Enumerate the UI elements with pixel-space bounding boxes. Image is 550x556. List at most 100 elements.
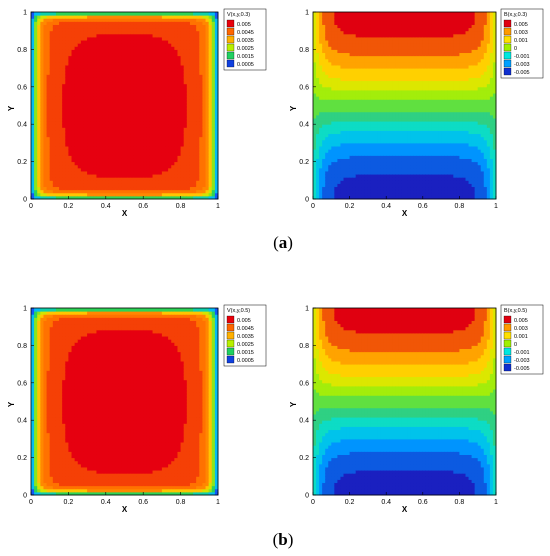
contour-cell <box>52 36 57 41</box>
contour-cell <box>325 133 329 138</box>
contour-cell <box>46 177 51 181</box>
contour-cell <box>124 114 129 119</box>
contour-cell <box>149 130 154 135</box>
contour-cell <box>349 117 354 122</box>
contour-cell <box>161 30 166 35</box>
contour-cell <box>87 21 91 25</box>
contour-cell <box>331 77 335 82</box>
contour-cell <box>214 21 219 25</box>
contour-cell <box>93 111 97 116</box>
contour-cell <box>211 195 216 200</box>
contour-cell <box>349 183 354 188</box>
contour-cell <box>343 186 348 191</box>
contour-cell <box>361 71 366 75</box>
contour-cell <box>46 155 51 159</box>
contour-cell <box>127 33 132 38</box>
contour-cell <box>183 36 188 41</box>
contour-cell <box>158 30 163 35</box>
contour-cell <box>186 74 191 78</box>
contour-cell <box>136 46 141 50</box>
contour-cell <box>340 139 344 144</box>
contour-cell <box>334 33 338 38</box>
contour-cell <box>374 108 378 113</box>
contour-cell <box>43 167 48 172</box>
contour-cell <box>143 21 147 25</box>
contour-cell <box>377 136 381 141</box>
contour-cell <box>180 30 185 35</box>
contour-cell <box>334 174 338 178</box>
contour-cell <box>74 74 79 78</box>
contour-cell <box>108 58 113 63</box>
contour-cell <box>202 27 207 32</box>
contour-cell <box>77 68 82 72</box>
contour-cell <box>196 192 200 197</box>
contour-cell <box>355 86 360 91</box>
contour-cell <box>343 195 348 200</box>
contour-cell <box>205 133 210 138</box>
contour-cell <box>370 142 375 147</box>
contour-cell <box>358 183 363 188</box>
contour-cell <box>158 80 163 85</box>
contour-cell <box>46 117 51 122</box>
contour-cell <box>346 130 351 135</box>
contour-cell <box>183 86 188 91</box>
contour-cell <box>377 30 381 35</box>
contour-cell <box>208 40 213 44</box>
contour-cell <box>352 77 357 82</box>
contour-cell <box>143 146 147 150</box>
contour-cell <box>52 174 57 178</box>
contour-cell <box>349 164 354 169</box>
contour-cell <box>77 12 82 16</box>
contour-cell <box>71 64 76 69</box>
contour-cell <box>316 24 320 29</box>
contour-cell <box>118 164 122 169</box>
contour-cell <box>205 152 210 156</box>
contour-cell <box>337 139 341 144</box>
contour-cell <box>346 111 351 116</box>
contour-cell <box>374 149 378 153</box>
contour-cell <box>34 99 38 103</box>
contour-cell <box>202 167 207 172</box>
contour-cell <box>168 111 172 116</box>
contour-cell <box>46 130 51 135</box>
contour-cell <box>202 170 207 175</box>
contour-cell <box>112 114 116 119</box>
contour-cell <box>364 146 369 150</box>
contour-cell <box>340 18 344 22</box>
contour-cell <box>183 27 188 32</box>
contour-cell <box>174 146 178 150</box>
contour-cell <box>180 102 185 106</box>
contour-cell <box>99 161 104 166</box>
contour-cell <box>96 58 101 63</box>
contour-cell <box>115 136 119 141</box>
contour-cell <box>358 139 363 144</box>
contour-cell <box>155 49 160 54</box>
contour-cell <box>130 99 135 103</box>
contour-cell <box>149 40 154 44</box>
contour-cell <box>130 27 135 32</box>
contour-cell <box>105 93 110 97</box>
contour-cell <box>68 167 73 172</box>
contour-cell <box>130 142 135 147</box>
contour-cell <box>328 99 332 103</box>
contour-cell <box>355 164 360 169</box>
contour-cell <box>52 183 57 188</box>
contour-cell <box>211 64 216 69</box>
contour-cell <box>121 192 125 197</box>
contour-cell <box>186 15 191 19</box>
contour-cell <box>87 192 91 197</box>
contour-cell <box>319 108 323 113</box>
contour-cell <box>68 33 73 38</box>
contour-cell <box>146 27 150 32</box>
contour-cell <box>340 24 344 29</box>
contour-cell <box>183 33 188 38</box>
contour-cell <box>367 58 372 63</box>
contour-cell <box>186 174 191 178</box>
contour-cell <box>325 121 329 125</box>
contour-cell <box>361 43 366 47</box>
contour-cell <box>62 36 66 41</box>
contour-cell <box>358 105 363 110</box>
contour-cell <box>380 139 384 144</box>
contour-cell <box>102 58 107 63</box>
contour-cell <box>71 93 76 97</box>
